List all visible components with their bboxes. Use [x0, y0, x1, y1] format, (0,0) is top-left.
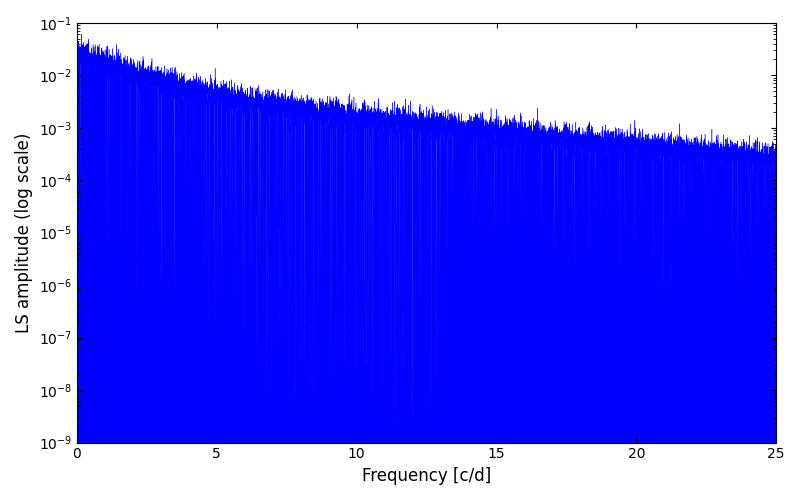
- X-axis label: Frequency [c/d]: Frequency [c/d]: [362, 467, 491, 485]
- Y-axis label: LS amplitude (log scale): LS amplitude (log scale): [15, 132, 33, 333]
